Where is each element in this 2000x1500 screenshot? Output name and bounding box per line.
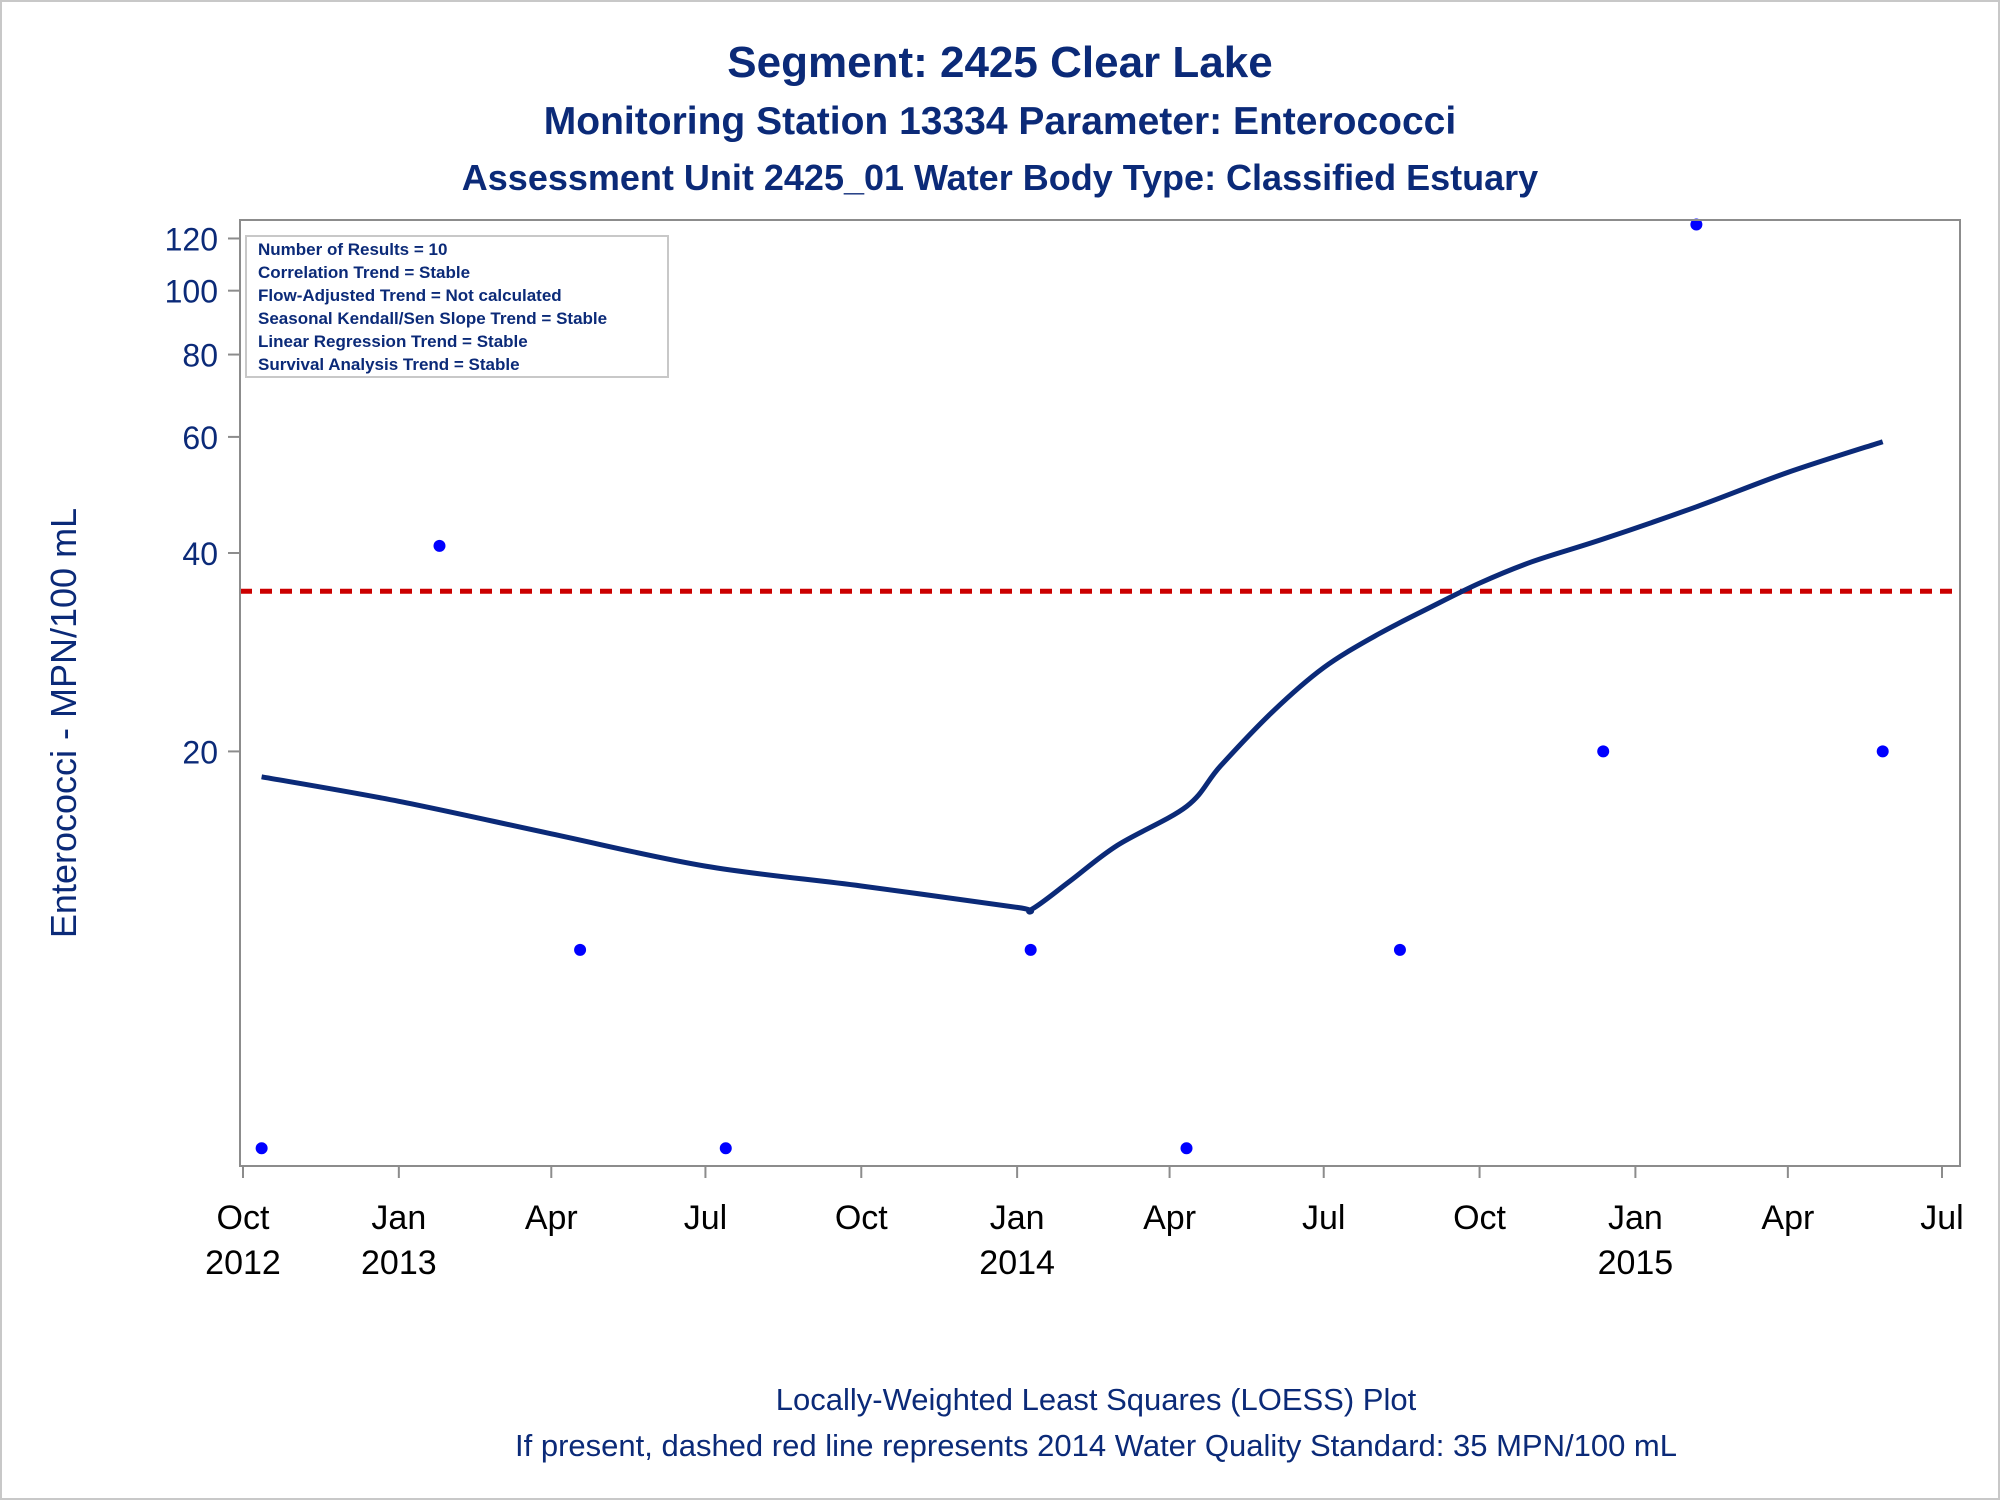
chart-title: Segment: 2425 Clear Lake <box>727 38 1273 87</box>
x-tick-month: Jul <box>684 1199 727 1237</box>
data-point <box>1597 745 1610 758</box>
stats-line: Correlation Trend = Stable <box>258 263 470 282</box>
data-point <box>1024 943 1037 956</box>
footer-method: Locally-Weighted Least Squares (LOESS) P… <box>775 1382 1417 1417</box>
x-tick-month: Oct <box>1453 1199 1506 1237</box>
loess-curve <box>261 439 1884 915</box>
stats-box: Number of Results = 10 Correlation Trend … <box>245 235 669 378</box>
data-point <box>574 943 587 956</box>
x-tick-year: 2014 <box>979 1244 1055 1282</box>
loess-layer <box>261 439 1884 915</box>
y-tick-label: 20 <box>182 734 218 770</box>
data-point <box>719 1142 732 1155</box>
x-tick-year: 2013 <box>361 1244 437 1282</box>
data-point <box>1876 745 1889 758</box>
stats-line: Linear Regression Trend = Stable <box>258 332 528 351</box>
y-tick-label: 40 <box>182 536 218 572</box>
x-tick-month: Jan <box>990 1199 1045 1237</box>
y-tick-label: 60 <box>182 420 218 456</box>
data-point <box>1180 1142 1193 1155</box>
stats-line: Number of Results = 10 <box>258 240 447 259</box>
data-point <box>1690 218 1703 231</box>
y-tick-label: 80 <box>182 338 218 374</box>
y-axis-label: Enterococci - MPN/100 mL <box>43 508 84 938</box>
chart-subtitle-station: Monitoring Station 13334 Parameter: Ente… <box>543 100 1457 143</box>
x-tick-month: Apr <box>525 1199 578 1237</box>
x-tick-year: 2015 <box>1598 1244 1674 1282</box>
y-tick-label: 120 <box>165 221 218 257</box>
points-layer <box>255 218 1889 1155</box>
data-point <box>255 1142 268 1155</box>
x-tick-month: Jul <box>1302 1199 1345 1237</box>
x-tick-month: Apr <box>1143 1199 1196 1237</box>
axis-layer: 20 40 60 80 100 120 Enterococci - MPN/100 mL Oc… <box>43 219 1964 1282</box>
x-tick-month: Jan <box>371 1199 426 1237</box>
y-tick-label: 100 <box>165 274 218 310</box>
x-tick-month: Jul <box>1920 1199 1963 1237</box>
plot-area-border <box>239 219 1961 1167</box>
stats-line: Flow-Adjusted Trend = Not calculated <box>258 286 562 305</box>
chart-subtitle-assessment: Assessment Unit 2425_01 Water Body Type:… <box>461 157 1539 198</box>
data-point <box>433 539 446 552</box>
x-tick-year: 2012 <box>205 1244 281 1282</box>
x-tick-month: Jan <box>1608 1199 1663 1237</box>
x-tick-month: Oct <box>835 1199 888 1237</box>
stats-line: Survival Analysis Trend = Stable <box>258 355 520 374</box>
x-tick-month: Oct <box>217 1199 270 1237</box>
data-point <box>1393 943 1406 956</box>
stats-line: Seasonal Kendall/Sen Slope Trend = Stabl… <box>258 309 607 328</box>
footer-standard-note: If present, dashed red line represents 2… <box>515 1428 1677 1463</box>
x-tick-month: Apr <box>1761 1199 1814 1237</box>
